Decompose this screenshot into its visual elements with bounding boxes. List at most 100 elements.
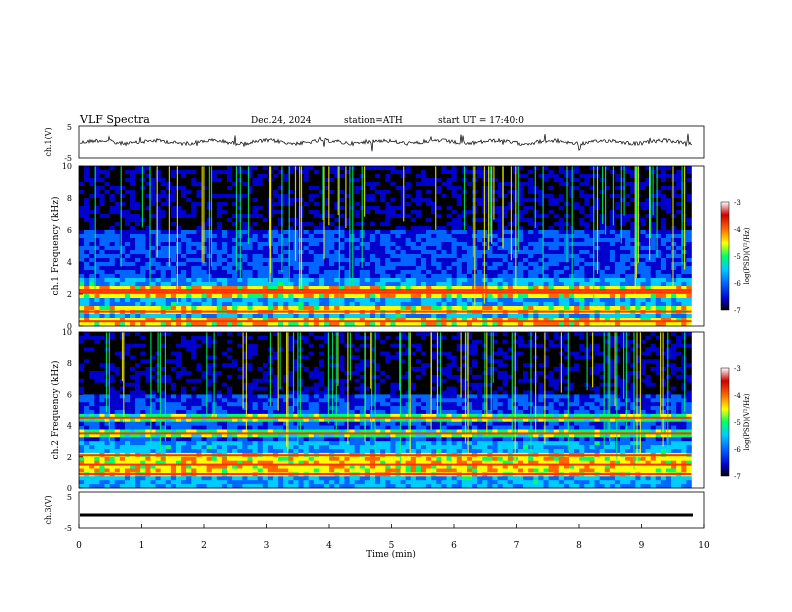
ch1-spec-cell [262,210,269,215]
ch1-spec-cell [165,258,172,263]
ch1-spec-cell [150,226,156,231]
ch1-spec-cell [191,214,197,219]
ch1-spec-cell [420,242,427,247]
ch1-spec-cell [267,322,274,327]
ch1-spec-cell [114,170,121,175]
ch1-spec-cell [196,186,202,191]
ch1-spec-cell [150,298,156,303]
ch1-spec-cell [257,270,264,275]
ch1-spec-cell [584,230,590,235]
ch1-spec-cell [186,238,192,243]
ch1-spec-cell [344,254,350,259]
ch1-spec-cell [329,246,335,251]
ch1-spec-cell [303,206,309,211]
ch1-spec-cell [130,242,136,247]
ch1-spec-cell [160,286,167,291]
ch1-spec-cell [385,274,391,279]
ch1-spec-cell [170,186,177,191]
ch1-spec-cell [502,198,509,203]
ch1-spec-cell [165,218,172,223]
ch1-spec-cell [533,178,539,183]
ch1-spec-cell [175,266,182,271]
ch1-spec-cell [94,186,100,191]
ch1-spec-cell [160,218,167,223]
ch1-spec-cell [533,238,539,243]
ch1-spec-cell [130,322,136,327]
ch1-spec-cell [293,298,299,303]
ch1-spec-cell [186,278,192,283]
ch1-spec-cell [574,266,580,271]
ch1-spec-cell [145,258,151,263]
ch1-spec-cell [303,250,309,255]
ch1-spec-cell [150,262,156,267]
ch1-spec-cell [446,166,452,171]
ch1-spec-cell [395,274,401,279]
ch1-spec-cell [502,178,509,183]
ch1-spec-cell [569,282,575,287]
ch1-spec-cell [196,198,202,203]
ch1-spec-cell [436,298,442,303]
ch1-spec-cell [114,202,121,207]
ch1-spec-cell [318,306,325,311]
ch1-spec-cell [375,250,381,255]
ch1-spec-cell [252,190,258,195]
ch1-spec-cell [380,278,386,283]
ch1-spec-cell [614,198,621,203]
ch1-spec-cell [216,222,223,227]
ch1-spec-cell [252,246,258,251]
ch1-spec-cell [324,202,330,207]
ch1-spec-cell [640,282,646,287]
ch1-spec-cell [385,182,391,187]
ch1-spec-cell [175,194,182,199]
ch1-spec-cell [354,306,361,311]
ch1-spec-cell [369,322,376,327]
ch1-spec-cell [589,266,595,271]
ch1-spec-cell [625,218,631,223]
ch1-spec-cell [660,254,667,259]
ch1-spec-cell [84,206,90,211]
ch1-spec-cell [329,274,335,279]
ch1-spec-cell [604,266,611,271]
ch1-spec-cell [604,282,611,287]
ch1-spec-cell [477,282,483,287]
ch1-spec-cell [196,166,202,171]
ch1-spec-cell [466,262,473,267]
ch1-spec-cell [405,266,412,271]
ch1-spec-cell [375,270,381,275]
ch1-spec-cell [477,226,483,231]
ch1-spec-sferic [435,166,437,230]
ch1-spec-cell [303,170,309,175]
ch1-spec-cell [466,238,473,243]
ch1-spec-cell [329,182,335,187]
ch1-spec-cell [232,238,238,243]
ch1-spec-cell [318,230,325,235]
ch1-spec-cell [257,190,264,195]
ch1-spec-cell [665,314,672,319]
ch1-spec-cell [329,286,335,291]
ch1-spec-cell [94,250,100,255]
ch1-spec-cell [512,298,519,303]
ch1-spec-cell [242,214,248,219]
ch1-spec-cell [221,238,228,243]
ch1-spec-cell [140,234,146,239]
ch1-spec-cell [339,242,345,247]
ch1-spec-cell [599,278,606,283]
ch1-spec-cell [247,318,253,323]
ch1-spec-cell [375,298,381,303]
ch1-spec-cell [257,210,264,215]
ch1-spec-cell [278,242,284,247]
ch1-spec-cell [252,322,258,327]
ch1-spec-cell [186,302,192,307]
ch1-spec-cell [150,306,156,311]
ch1-spec-cell [119,250,126,255]
ch1-spec-cell [492,242,498,247]
ch1-spec-cell [395,194,401,199]
ch1-spec-cell [211,278,218,283]
ch1-spec-cell [252,178,258,183]
ch1-spec-cell [477,182,483,187]
ch1-spec-cell [415,302,422,307]
ch1-spec-cell [119,210,126,215]
ch1-spec-cell [441,174,447,179]
ch1-spec-cell [354,322,361,327]
ch1-spec-cell [451,166,457,171]
